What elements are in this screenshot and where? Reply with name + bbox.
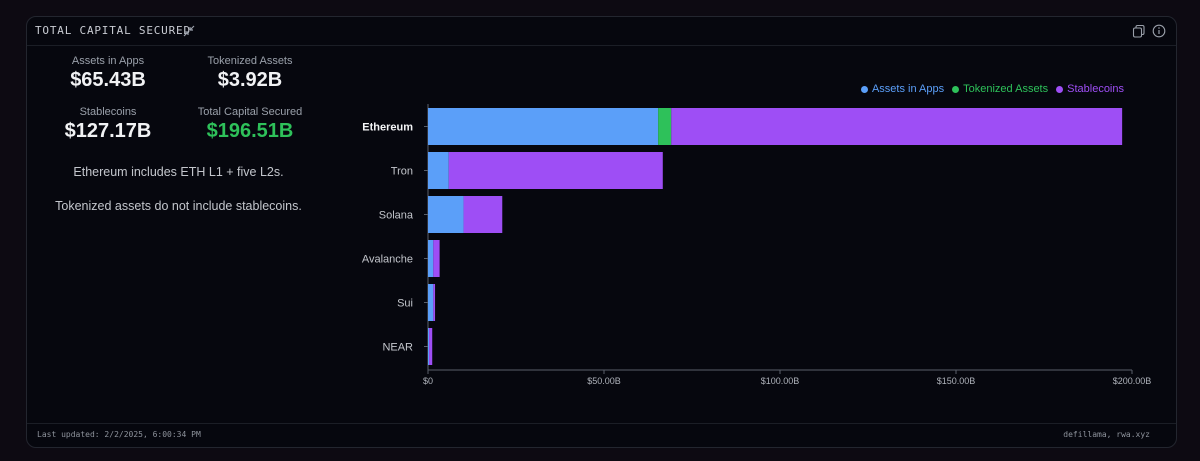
legend-item-apps[interactable]: Assets in Apps [860,83,945,95]
bar-avalanche-stablecoins [433,240,440,277]
stat-label: Tokenized Assets [207,55,293,67]
footer-divider [27,423,1176,424]
bar-ethereum-tokenized-assets [658,108,672,145]
category-label: NEAR [382,342,413,354]
stat-label: Assets in Apps [71,55,145,67]
stat-assets-in-apps: Assets in Apps $65.43B [33,55,183,92]
copy-icon[interactable] [1132,24,1146,38]
x-tick-label: $0 [423,376,433,386]
category-label: Tron [391,166,413,178]
bar-solana-stablecoins [463,196,503,233]
panel-title: TOTAL CAPITAL SECURED [35,24,191,37]
chart-legend: Assets in Apps Tokenized Assets Stableco… [860,83,1124,95]
panel-header: TOTAL CAPITAL SECURED [27,17,1176,46]
x-tick-label: $200.00B [1113,376,1152,386]
stat-value: $127.17B [64,120,152,142]
last-updated: Last updated: 2/2/2025, 6:00:34 PM [37,430,201,439]
info-icon[interactable] [1152,24,1166,38]
stat-value: $196.51B [206,120,294,142]
category-label: Avalanche [362,254,413,266]
bar-tron-assets-in-apps [428,152,449,189]
category-label: Sui [397,298,413,310]
stat-total-capital: Total Capital Secured $196.51B [175,106,325,143]
note-ethereum: Ethereum includes ETH L1 + five L2s. [73,165,284,179]
stat-value: $65.43B [70,69,146,91]
legend-label: Tokenized Assets [963,83,1049,95]
category-label: Ethereum [362,122,413,134]
legend-swatch [1056,85,1064,93]
x-tick-label: $50.00B [587,376,621,386]
bar-sui-stablecoins [433,284,436,321]
category-label: Solana [379,210,414,222]
bar-sui-assets-in-apps [428,284,434,321]
legend-swatch [860,85,868,93]
stat-label: Total Capital Secured [197,106,303,118]
bar-near-assets-in-apps [428,328,430,365]
legend-item-stablecoins[interactable]: Stablecoins [1056,83,1124,95]
total-capital-panel: TOTAL CAPITAL SECURED Assets in Apps $65… [26,16,1177,448]
bar-chart: $0 $50.00B $100.00B $150.00B $200.00B Ethereu… [362,104,1152,386]
data-source: defillama, rwa.xyz [1063,430,1150,439]
bar-ethereum-assets-in-apps [428,108,659,145]
legend-label: Stablecoins [1067,83,1124,95]
legend-label: Assets in Apps [871,83,945,95]
legend-swatch [952,85,960,93]
note-tokenized: Tokenized assets do not include stableco… [55,199,302,213]
x-tick-label: $150.00B [937,376,976,386]
shrink-icon[interactable] [182,24,196,38]
bar-avalanche-assets-in-apps [428,240,434,277]
bar-ethereum-stablecoins [671,108,1123,145]
bar-near-stablecoins [429,328,433,365]
x-tick-label: $100.00B [761,376,800,386]
stat-value: $3.92B [217,69,283,91]
stat-stablecoins: Stablecoins $127.17B [33,106,183,143]
bar-solana-assets-in-apps [428,196,464,233]
stat-tokenized-assets: Tokenized Assets $3.92B [175,55,325,92]
legend-item-tokenized[interactable]: Tokenized Assets [952,83,1048,95]
bar-tron-stablecoins [448,152,663,189]
stat-label: Stablecoins [79,106,137,118]
